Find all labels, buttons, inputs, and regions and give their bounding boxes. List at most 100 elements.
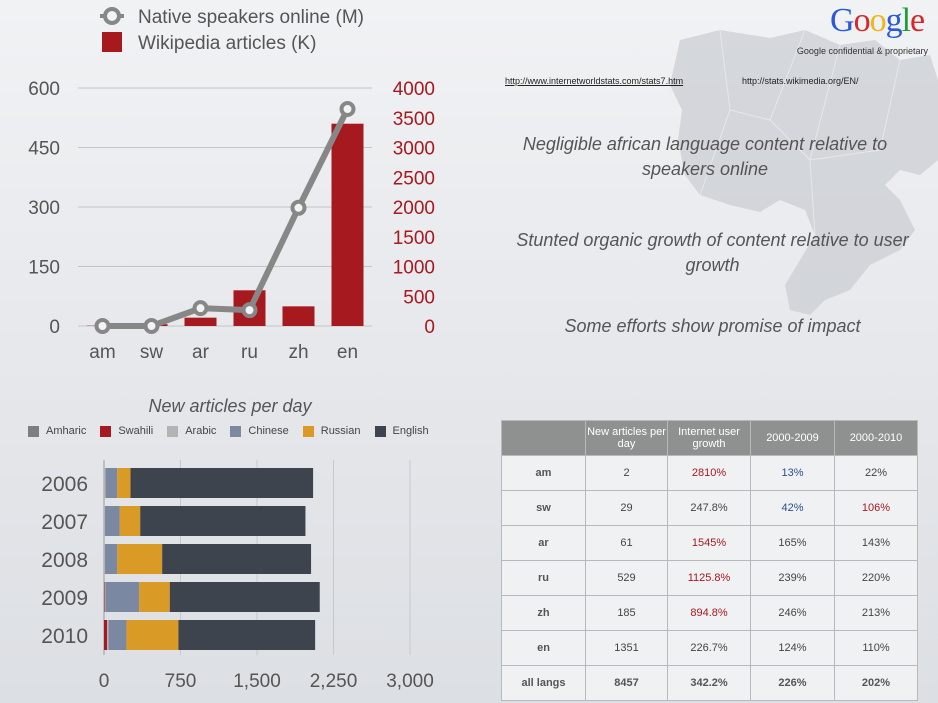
bar-segment-arabic: [107, 620, 109, 650]
stacked-chart-legend: Amharic Swahili Arabic Chinese Russian Englis…: [28, 424, 443, 438]
speakers-vs-articles-chart: 0 150 300 450 600 0 500 1000 1500 2000 2500 3000 350…: [28, 7, 435, 363]
y-right-tick-label: 1000: [393, 258, 435, 279]
table-cell: 894.8%: [667, 595, 751, 631]
bar-segment-swahili: [104, 620, 108, 650]
language-stats-table: New articles per day Internet user growth…: [501, 420, 918, 701]
bar-segment-chinese: [105, 582, 140, 612]
legend-label: English: [392, 425, 429, 437]
table-header-cell: 2000-2010: [834, 420, 918, 456]
legend-label: Russian: [320, 425, 361, 437]
bar-segment-russian: [119, 506, 141, 536]
legend-item: Chinese: [230, 424, 289, 438]
logo-letter: o: [853, 2, 871, 39]
table-language-cell: sw: [501, 490, 586, 526]
y-year-label: 2007: [41, 511, 88, 534]
point-native-speakers: [339, 101, 356, 118]
table-total-row: all langs 8457 342.2% 226% 202%: [501, 665, 918, 701]
bullet-efforts-promise: Some efforts show promise of impact: [564, 316, 861, 336]
bar-segment-russian: [126, 620, 179, 650]
legend-label-native-speakers: Native speakers online (M): [138, 7, 364, 28]
y-year-label: 2006: [41, 473, 88, 496]
table-cell: 42%: [750, 490, 835, 526]
legend-swatch: [28, 425, 39, 437]
y-right-tick-label: 4000: [393, 79, 435, 100]
table-cell: 124%: [750, 630, 835, 666]
table-row: en 1351 226.7% 124% 110%: [501, 630, 918, 666]
logo-letter: G: [830, 2, 855, 39]
x-tick-label: 3,000: [386, 671, 434, 692]
point-native-speakers: [143, 318, 160, 334]
bar-segment-chinese: [105, 506, 120, 536]
y-right-tick-label: 500: [403, 287, 435, 308]
y-left-tick-label: 300: [28, 198, 60, 219]
bar-wikipedia-articles: [331, 123, 364, 326]
legend-label: Arabic: [185, 425, 217, 437]
table-cell: 213%: [834, 595, 918, 631]
table-header-cell: 2000-2009: [750, 420, 835, 456]
y-left-tick-label: 600: [28, 79, 60, 100]
table-cell: 226.7%: [667, 630, 751, 666]
table-language-cell: all langs: [501, 665, 586, 701]
stacked-chart-title: New articles per day: [148, 396, 312, 416]
point-native-speakers: [192, 300, 209, 317]
logo-letter: e: [910, 2, 925, 39]
bar-segment-russian: [139, 582, 170, 612]
table-cell: 246%: [750, 595, 835, 631]
logo-letter: g: [885, 2, 903, 39]
table-cell: 529: [585, 560, 668, 596]
x-category-label: zh: [288, 342, 308, 363]
bar-segment-english: [140, 506, 306, 536]
bar-segment-arabic: [104, 506, 106, 536]
table-header-cell: New articles per day: [585, 420, 668, 456]
bar-segment-arabic: [104, 468, 106, 498]
legend-item: English: [374, 424, 429, 438]
africa-map-borders: [699, 29, 901, 236]
legend-item: Russian: [302, 424, 361, 438]
line-native-speakers: [102, 107, 351, 329]
table-row: ar 61 1545% 165% 143%: [501, 525, 918, 561]
legend-swatch: [230, 425, 242, 437]
bar-segment-swahili: [104, 582, 105, 612]
table-header-cell: [501, 420, 586, 456]
table-cell: 239%: [750, 560, 835, 596]
table-row: zh 185 894.8% 246% 213%: [501, 595, 918, 631]
legend-swatch: [167, 425, 179, 437]
table-row: ru 529 1125.8% 239% 220%: [501, 560, 918, 596]
table-language-cell: am: [501, 455, 586, 491]
table-cell: 247.8%: [667, 490, 751, 526]
legend-swatch-wikipedia-articles: [102, 32, 122, 52]
table-cell: 143%: [834, 525, 918, 561]
table-header-cell: Internet user growth: [667, 420, 751, 456]
bar-segment-chinese: [105, 544, 118, 574]
y-left-tick-label: 0: [49, 317, 60, 338]
source-link-internetworldstats[interactable]: http://www.internetworldstats.com/stats7…: [505, 76, 684, 86]
table-cell: 202%: [834, 665, 918, 701]
y-right-tick-label: 1500: [393, 228, 435, 249]
table-row: am 2 2810% 13% 22%: [501, 455, 918, 491]
table-cell: 2810%: [667, 455, 751, 491]
table-language-cell: zh: [501, 595, 586, 631]
point-native-speakers: [290, 199, 307, 216]
y-right-tick-label: 3000: [393, 139, 435, 160]
x-tick-label: 750: [165, 671, 197, 692]
google-logo: Google: [830, 2, 925, 40]
table-cell: 29: [585, 490, 668, 526]
table-language-cell: en: [501, 630, 586, 666]
source-link-wikimedia: http://stats.wikimedia.org/EN/: [742, 76, 859, 86]
table-header-row: New articles per day Internet user growth…: [501, 420, 918, 456]
legend-item: Swahili: [100, 424, 153, 438]
bar-segment-chinese: [105, 468, 118, 498]
table-cell: 220%: [834, 560, 918, 596]
legend-item: Amharic: [28, 424, 86, 438]
point-native-speakers: [241, 302, 258, 319]
bar-segment-english: [130, 468, 314, 498]
table-cell: 342.2%: [667, 665, 751, 701]
legend-label-wikipedia-articles: Wikipedia articles (K): [138, 33, 316, 54]
table-cell: 110%: [834, 630, 918, 666]
x-category-label: sw: [140, 342, 164, 363]
combo-legend: Native speakers online (M) Wikipedia arti…: [100, 7, 364, 54]
legend-item: Arabic: [167, 424, 216, 438]
y-year-label: 2009: [41, 587, 88, 610]
table-cell: 165%: [750, 525, 835, 561]
bar-segment-english: [178, 620, 316, 650]
